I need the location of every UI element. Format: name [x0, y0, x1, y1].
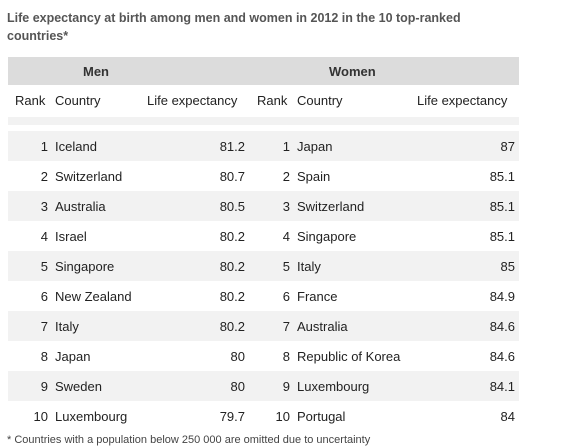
women-rank-cell: 4 [282, 229, 290, 244]
men-life-expectancy-cell: 80.7 [219, 169, 245, 184]
men-country-cell: Switzerland [55, 169, 123, 184]
women-country-cell: Spain [297, 169, 331, 184]
women-country-cell: Singapore [297, 229, 357, 244]
men-rank-cell: 2 [40, 169, 48, 184]
women-country-cell: Japan [297, 139, 333, 154]
life-expectancy-table: Men Women Rank Country Life expectancy R… [8, 57, 519, 431]
men-country-cell: Australia [55, 199, 106, 214]
women-rank-cell: 7 [282, 319, 290, 334]
women-country-cell: Portugal [297, 409, 346, 424]
men-rank-cell: 7 [40, 319, 48, 334]
men-country-header: Country [55, 93, 101, 108]
women-rank-cell: 5 [282, 259, 290, 274]
men-rank-cell: 5 [40, 259, 48, 274]
men-rank-cell: 3 [40, 199, 48, 214]
table-row: 5 Singapore 80.2 5 Italy 85 [8, 251, 519, 281]
men-country-cell: Singapore [55, 259, 115, 274]
women-country-header: Country [297, 93, 343, 108]
men-country-cell: Japan [55, 349, 91, 364]
men-rank-cell: 9 [40, 379, 48, 394]
table-caption: Life expectancy at birth among men and w… [7, 11, 461, 43]
women-life-expectancy-cell: 84.6 [489, 349, 515, 364]
women-rank-cell: 2 [282, 169, 290, 184]
women-life-expectancy-cell: 84 [500, 409, 515, 424]
women-rank-cell: 3 [282, 199, 290, 214]
women-rank-cell: 8 [282, 349, 290, 364]
table-row: 1 Iceland 81.2 1 Japan 87 [8, 131, 519, 161]
men-country-cell: Iceland [55, 139, 97, 154]
women-country-cell: Australia [297, 319, 348, 334]
column-header-row: Rank Country Life expectancy Rank Countr… [8, 85, 519, 116]
women-country-cell: France [297, 289, 338, 304]
women-country-cell: Luxembourg [297, 379, 370, 394]
table-row: 6 New Zealand 80.2 6 France 84.9 [8, 281, 519, 311]
group-header-row: Men Women [8, 57, 519, 85]
men-rank-cell: 10 [33, 409, 48, 424]
men-rank-cell: 8 [40, 349, 48, 364]
table-row: 7 Italy 80.2 7 Australia 84.6 [8, 311, 519, 341]
women-rank-header: Rank [257, 93, 288, 108]
women-life-expectancy-cell: 85.1 [489, 169, 515, 184]
table-row: 2 Switzerland 80.7 2 Spain 85.1 [8, 161, 519, 191]
men-life-expectancy-cell: 81.2 [219, 139, 245, 154]
women-group-header: Women [329, 64, 376, 79]
women-country-cell: Republic of Korea [297, 349, 401, 364]
women-rank-cell: 10 [275, 409, 290, 424]
men-life-expectancy-cell: 79.7 [219, 409, 245, 424]
men-country-cell: Italy [55, 319, 79, 334]
men-rank-cell: 1 [40, 139, 48, 154]
women-life-expectancy-cell: 85.1 [489, 199, 515, 214]
women-life-expectancy-cell: 84.9 [489, 289, 515, 304]
women-rank-cell: 9 [282, 379, 290, 394]
men-life-expectancy-cell: 80 [230, 379, 245, 394]
men-country-cell: New Zealand [55, 289, 132, 304]
women-country-cell: Switzerland [297, 199, 365, 214]
men-life-expectancy-cell: 80.2 [219, 229, 245, 244]
women-life-expectancy-cell: 84.6 [489, 319, 515, 334]
men-group-header: Men [83, 64, 109, 79]
table-row: 10 Luxembourg 79.7 10 Portugal 84 [8, 401, 519, 431]
header-spacer [8, 117, 519, 125]
men-life-expectancy-cell: 80.2 [219, 319, 245, 334]
table-body: 1 Iceland 81.2 1 Japan 87 2 Switzerland 80.7 2 Spa… [8, 131, 519, 431]
men-life-expectancy-cell: 80 [230, 349, 245, 364]
women-rank-cell: 6 [282, 289, 290, 304]
table-row: 3 Australia 80.5 3 Switzerland 85.1 [8, 191, 519, 221]
men-country-cell: Israel [55, 229, 87, 244]
women-country-cell: Italy [297, 259, 321, 274]
women-life-expectancy-cell: 84.1 [489, 379, 515, 394]
men-rank-header: Rank [15, 93, 46, 108]
women-life-expectancy-cell: 87 [500, 139, 515, 154]
men-life-expectancy-cell: 80.2 [219, 289, 245, 304]
women-life-expectancy-header: Life expectancy [417, 93, 508, 108]
men-life-expectancy-header: Life expectancy [147, 93, 238, 108]
men-country-cell: Sweden [55, 379, 102, 394]
women-life-expectancy-cell: 85.1 [489, 229, 515, 244]
men-life-expectancy-cell: 80.2 [219, 259, 245, 274]
women-life-expectancy-cell: 85 [500, 259, 515, 274]
men-life-expectancy-cell: 80.5 [219, 199, 245, 214]
men-country-cell: Luxembourg [55, 409, 128, 424]
women-rank-cell: 1 [282, 139, 290, 154]
footnote: * Countries with a population below 250 … [7, 434, 371, 446]
table-row: 4 Israel 80.2 4 Singapore 85.1 [8, 221, 519, 251]
men-rank-cell: 6 [40, 289, 48, 304]
men-rank-cell: 4 [40, 229, 48, 244]
table-row: 9 Sweden 80 9 Luxembourg 84.1 [8, 371, 519, 401]
table-row: 8 Japan 80 8 Republic of Korea 84.6 [8, 341, 519, 371]
